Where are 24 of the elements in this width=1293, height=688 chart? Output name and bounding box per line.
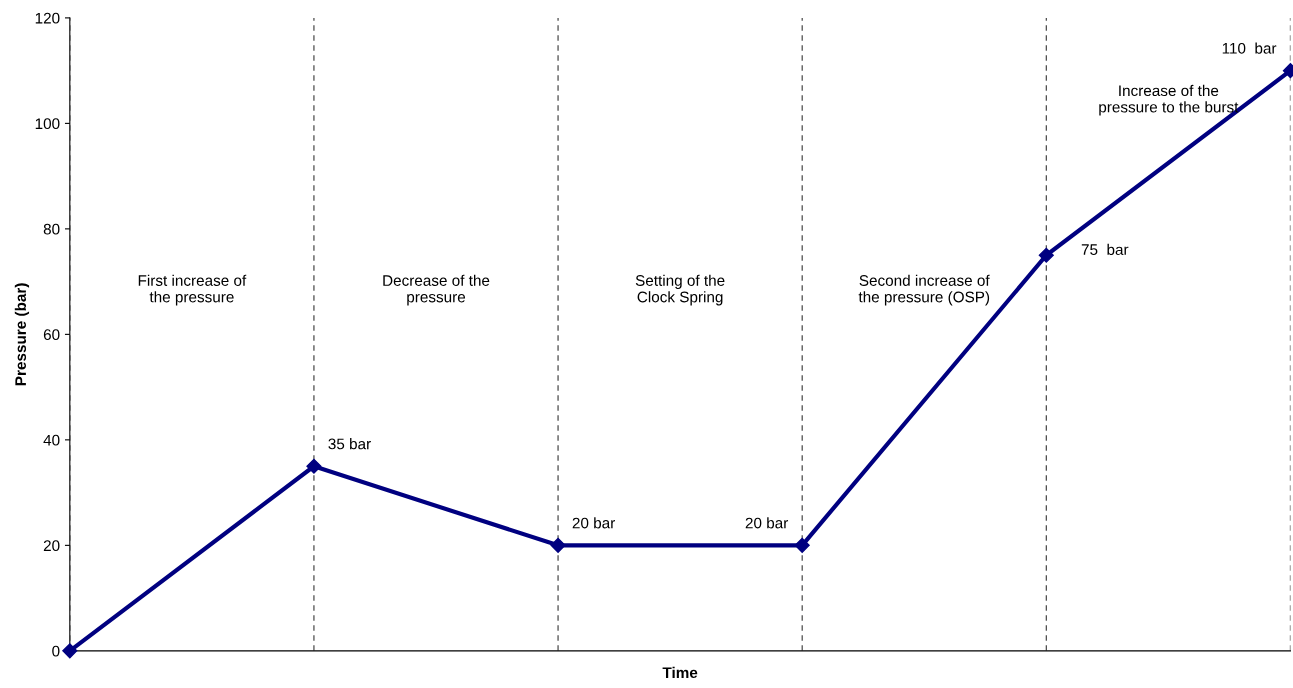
annotation: Increase of the pressure to the burst	[1099, 84, 1239, 116]
data-label: 35 bar	[328, 438, 371, 450]
annotation: Second increase of the pressure (OSP)	[858, 274, 990, 306]
y-tick-label: 80	[43, 223, 60, 235]
y-tick-label: 20	[43, 540, 60, 552]
y-tick-label: 100	[35, 118, 60, 130]
annotation: Setting of the Clock Spring	[635, 274, 725, 306]
y-axis-title: Pressure (bar)	[14, 283, 30, 386]
y-tick-label: 60	[43, 329, 60, 341]
x-axis-title: Time	[662, 666, 698, 679]
point	[306, 458, 322, 474]
data-label: 110 bar	[1222, 42, 1277, 54]
point	[1038, 247, 1054, 263]
data-label: 20 bar	[745, 517, 789, 529]
data-label: 20 bar	[572, 517, 616, 529]
y-tick-label: 0	[52, 645, 60, 657]
annotation: Decrease of the pressure	[383, 274, 490, 306]
point	[794, 537, 810, 553]
data-label: 75 bar	[1081, 243, 1129, 256]
annotation: First increase of the pressure	[138, 274, 247, 306]
point	[550, 537, 566, 553]
y-tick-label: 40	[43, 434, 60, 446]
y-tick-label: 120	[35, 12, 60, 24]
point	[62, 643, 78, 659]
